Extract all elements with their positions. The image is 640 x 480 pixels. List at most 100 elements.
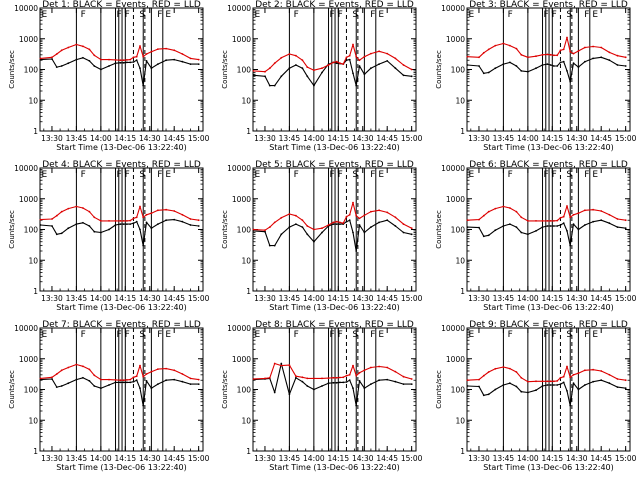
y-tick-label: 100 bbox=[237, 386, 252, 395]
data-point-lld bbox=[572, 52, 575, 55]
x-tick-label: 14:30 bbox=[139, 294, 161, 303]
y-axis-label: Counts/sec bbox=[221, 50, 229, 89]
plot-frame bbox=[39, 7, 204, 132]
data-point-lld bbox=[363, 214, 366, 217]
flag-letter: F bbox=[157, 170, 162, 180]
data-point-events bbox=[108, 384, 110, 386]
flag-letter: F bbox=[584, 10, 589, 20]
data-point-events bbox=[562, 381, 565, 384]
data-point-events bbox=[478, 226, 480, 229]
flag-letter: E bbox=[592, 10, 598, 20]
flag-letter: F bbox=[330, 330, 335, 340]
data-point-lld bbox=[189, 218, 192, 220]
data-point-events bbox=[352, 231, 354, 234]
panel-title: Det 6: BLACK = Events, RED = LLD bbox=[469, 160, 628, 170]
data-point-lld bbox=[139, 205, 141, 208]
data-point-lld bbox=[559, 49, 562, 52]
x-tick-label: 14:30 bbox=[352, 454, 374, 463]
data-point-lld bbox=[150, 212, 153, 215]
data-point-events bbox=[352, 72, 354, 75]
data-point-lld bbox=[569, 216, 572, 219]
data-point-lld bbox=[556, 54, 559, 57]
data-point-lld bbox=[197, 378, 200, 381]
data-point-events bbox=[313, 240, 315, 243]
panel-title: Det 9: BLACK = Events, RED = LLD bbox=[469, 320, 628, 330]
data-point-lld bbox=[39, 57, 42, 60]
data-point-lld bbox=[280, 56, 283, 59]
data-point-lld bbox=[370, 52, 372, 55]
data-point-events bbox=[370, 383, 372, 385]
data-point-lld bbox=[482, 374, 485, 377]
data-point-events bbox=[494, 67, 497, 70]
data-point-events bbox=[386, 219, 389, 222]
data-point-lld bbox=[126, 379, 128, 381]
y-axis-label: Counts/sec bbox=[221, 370, 229, 409]
data-point-events bbox=[466, 64, 469, 66]
data-point-lld bbox=[122, 220, 125, 222]
data-point-events bbox=[88, 60, 91, 62]
data-point-lld bbox=[119, 379, 122, 382]
data-point-events bbox=[535, 67, 537, 70]
data-point-lld bbox=[535, 220, 537, 222]
data-point-events bbox=[93, 65, 96, 67]
y-tick-label: 100 bbox=[451, 226, 466, 235]
panel-title: Det 3: BLACK = Events, RED = LLD bbox=[469, 0, 628, 10]
flag-letter: E bbox=[42, 170, 48, 180]
data-point-events bbox=[527, 70, 529, 73]
series-line-events bbox=[40, 57, 199, 87]
data-point-lld bbox=[553, 54, 555, 57]
data-point-events bbox=[165, 59, 168, 62]
data-point-lld bbox=[541, 53, 544, 56]
data-point-lld bbox=[114, 59, 117, 61]
y-tick-label: 100 bbox=[451, 386, 466, 395]
data-point-lld bbox=[132, 56, 135, 59]
series-line-events bbox=[253, 219, 412, 252]
data-point-lld bbox=[108, 58, 110, 61]
flag-letter: F bbox=[81, 170, 86, 180]
data-point-events bbox=[295, 376, 297, 379]
data-point-events bbox=[197, 383, 200, 385]
flag-letter: F bbox=[157, 330, 162, 340]
flag-letter: F bbox=[508, 10, 513, 20]
data-point-events bbox=[88, 225, 91, 227]
flag-letter: F bbox=[544, 170, 549, 180]
data-point-lld bbox=[139, 364, 141, 367]
x-tick-label: 14:15 bbox=[541, 134, 563, 143]
y-tick-label: 10000 bbox=[227, 4, 251, 13]
y-tick-label: 1000 bbox=[19, 195, 38, 204]
x-tick-label: 13:45 bbox=[493, 454, 515, 463]
data-point-lld bbox=[114, 379, 117, 381]
y-tick-label: 10 bbox=[455, 416, 465, 425]
data-point-lld bbox=[546, 53, 549, 56]
y-tick-label: 1000 bbox=[232, 35, 251, 44]
detector-panel: Det 5: BLACK = Events, RED = LLD 1 10 100 10… bbox=[221, 160, 423, 312]
data-point-lld bbox=[165, 367, 168, 370]
y-axis-label: Counts/sec bbox=[435, 210, 443, 249]
y-tick-label: 1000 bbox=[232, 195, 251, 204]
data-point-events bbox=[173, 218, 176, 221]
data-point-events bbox=[562, 222, 565, 225]
data-point-events bbox=[624, 227, 627, 230]
data-point-lld bbox=[487, 48, 490, 51]
data-point-lld bbox=[181, 53, 184, 55]
y-tick-label: 10 bbox=[28, 256, 38, 265]
data-point-events bbox=[273, 244, 276, 247]
panel-title: Det 2: BLACK = Events, RED = LLD bbox=[255, 0, 414, 10]
series-line-lld bbox=[467, 205, 626, 222]
data-point-events bbox=[569, 80, 572, 83]
data-point-events bbox=[569, 404, 572, 407]
data-point-events bbox=[135, 220, 138, 223]
flag-letter: F bbox=[117, 330, 122, 340]
data-point-events bbox=[577, 228, 580, 231]
data-point-lld bbox=[288, 53, 291, 55]
x-axis-label: Start Time (13-Dec-06 13:22:40) bbox=[269, 463, 400, 472]
data-point-lld bbox=[556, 380, 559, 382]
data-point-events bbox=[100, 68, 102, 71]
data-point-events bbox=[280, 75, 283, 78]
data-point-events bbox=[358, 380, 361, 382]
data-point-lld bbox=[562, 215, 565, 218]
data-point-lld bbox=[301, 219, 304, 222]
data-point-events bbox=[197, 225, 200, 227]
flag-letter: F bbox=[552, 330, 557, 340]
